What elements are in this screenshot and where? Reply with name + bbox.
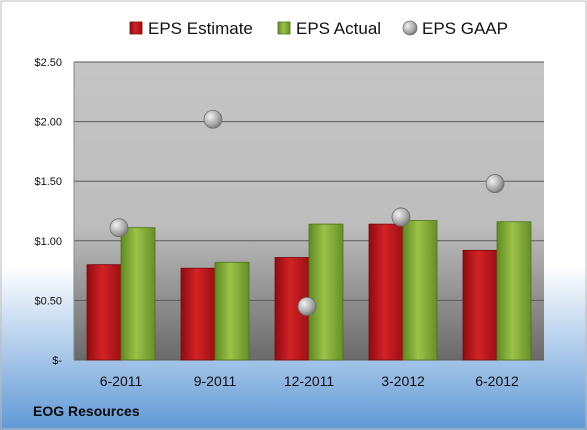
y-tick-label: $-: [52, 355, 62, 367]
y-tick-label: $0.50: [34, 295, 62, 307]
y-tick-label: $1.50: [34, 176, 62, 188]
y-tick-label: $2.50: [34, 57, 62, 69]
y-tick-label: $2.00: [34, 117, 62, 129]
bar-eps-estimate: [180, 267, 216, 361]
bar-eps-estimate: [274, 257, 310, 361]
legend-label: EPS Actual: [296, 19, 381, 38]
x-tick-label: 6-2011: [100, 373, 143, 389]
bar-eps-actual: [214, 261, 250, 361]
bar-eps-actual: [120, 227, 156, 361]
x-tick-label: 6-2012: [475, 373, 519, 389]
legend-label: EPS GAAP: [422, 19, 508, 38]
x-axis-ticks: 6-2011 9-2011 12-2011 3-2012 6-2012: [100, 373, 519, 389]
company-label: EOG Resources: [33, 403, 140, 419]
x-tick-label: 3-2012: [381, 373, 425, 389]
bar-eps-estimate: [368, 223, 404, 361]
gaap-point: [109, 218, 129, 238]
y-axis-ticks: $- $0.50 $1.00 $1.50 $2.00 $2.50: [34, 57, 62, 367]
y-tick-label: $1.00: [34, 236, 62, 248]
gaap-point: [485, 174, 505, 193]
gaap-point: [391, 207, 411, 227]
gaap-points: [109, 109, 505, 316]
legend-label: EPS Estimate: [148, 19, 253, 38]
legend-swatch: [402, 20, 418, 36]
legend-swatch: [129, 21, 143, 35]
bar-eps-actual: [308, 223, 344, 361]
bar-eps-estimate: [86, 264, 122, 361]
bar-eps-actual: [402, 220, 438, 361]
x-tick-label: 12-2011: [284, 373, 335, 389]
bars: [86, 220, 532, 361]
bar-eps-estimate: [462, 249, 498, 361]
gaap-point: [297, 296, 317, 316]
legend-swatch: [277, 21, 291, 35]
x-tick-label: 9-2011: [194, 373, 237, 389]
gaap-point: [203, 109, 223, 129]
bar-eps-actual: [496, 221, 532, 361]
legend: EPS Estimate EPS Actual EPS GAAP: [129, 19, 508, 38]
